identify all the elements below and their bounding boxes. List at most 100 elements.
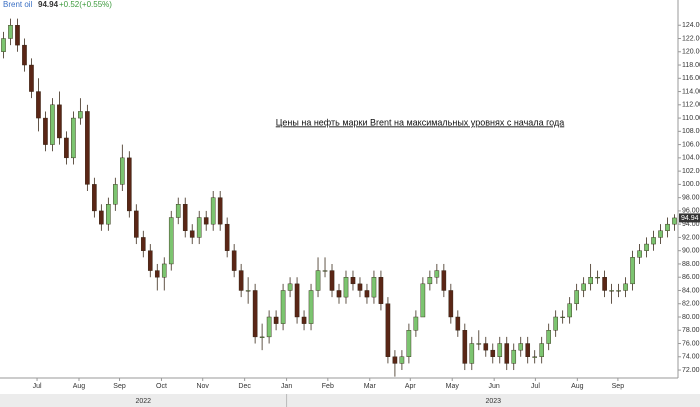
- change: +0.52(+0.55%): [59, 0, 112, 9]
- y-tick-label: 78.00: [682, 327, 700, 334]
- x-tick-label: Sep: [612, 383, 625, 390]
- candle-body: [602, 277, 607, 291]
- candle-body: [168, 217, 174, 265]
- candle-body: [406, 330, 412, 357]
- candle-body: [518, 343, 524, 351]
- x-tick-label: Jan: [281, 383, 292, 390]
- candle-body: [441, 270, 447, 291]
- candle-body: [196, 217, 202, 238]
- candle-body: [574, 290, 579, 304]
- x-tick-label: Feb: [322, 383, 334, 390]
- candle-body: [175, 204, 181, 218]
- price-tag-label: 94.94: [681, 215, 699, 222]
- candle-body: [252, 290, 258, 338]
- candle-body: [637, 250, 642, 258]
- candle-body: [448, 290, 454, 318]
- year-label: 2023: [485, 398, 501, 405]
- candle-body: [57, 104, 62, 139]
- candle-body: [231, 250, 237, 271]
- candle-body: [8, 25, 13, 39]
- candle-body: [189, 230, 195, 238]
- candle-body: [266, 316, 272, 338]
- y-tick-label: 106.00: [682, 141, 700, 148]
- candle-body: [329, 270, 335, 291]
- candle-body: [630, 257, 635, 285]
- candle-body: [588, 277, 593, 285]
- candle-body: [29, 64, 34, 92]
- candle-body: [92, 184, 97, 212]
- candle-body: [259, 336, 265, 338]
- y-tick-label: 110.00: [682, 115, 700, 122]
- candle-body: [36, 91, 41, 119]
- candle-body: [85, 111, 90, 185]
- candle-body: [595, 277, 600, 279]
- candle-body: [462, 330, 468, 364]
- candle-body: [525, 343, 531, 357]
- x-tick-label: Aug: [571, 383, 584, 390]
- y-tick-label: 76.00: [682, 340, 700, 347]
- candle-body: [490, 349, 496, 357]
- candle-body: [147, 250, 153, 271]
- price-tag: [679, 213, 700, 223]
- candle-body: [609, 290, 614, 292]
- candle-body: [672, 217, 677, 225]
- symbol: Brent oil: [3, 0, 33, 9]
- candle-body: [427, 277, 433, 285]
- candle-body: [413, 316, 419, 331]
- candle-body: [378, 277, 384, 304]
- candle-body: [273, 316, 279, 324]
- candle-body: [385, 303, 391, 357]
- candle-body: [434, 270, 440, 278]
- candle-body: [224, 223, 230, 251]
- x-tick-label: Dec: [238, 383, 251, 390]
- candle-body: [399, 356, 405, 364]
- candle-body: [217, 197, 223, 225]
- candle-body: [280, 290, 286, 324]
- x-tick-label: Jul: [531, 383, 540, 390]
- candle-body: [113, 184, 118, 205]
- x-tick-label: Oct: [156, 383, 167, 390]
- candle-body: [134, 210, 139, 238]
- candle-body: [120, 157, 125, 185]
- candle-body: [315, 270, 321, 291]
- y-tick-label: 102.00: [682, 168, 700, 175]
- y-tick-label: 108.00: [682, 128, 700, 135]
- candle-body: [245, 290, 251, 292]
- price: 94.94: [38, 0, 59, 9]
- year-label: 2022: [135, 398, 151, 405]
- y-tick-label: 118.00: [682, 62, 700, 69]
- candle-body: [50, 104, 55, 145]
- y-tick-label: 72.00: [682, 367, 700, 374]
- candle-body: [532, 356, 538, 358]
- annotation: Цены на нефть марки Brent на максимальны…: [276, 117, 564, 127]
- candle-body: [238, 270, 244, 291]
- y-tick-label: 122.00: [682, 35, 700, 42]
- candle-body: [22, 44, 27, 66]
- candle-body: [64, 137, 69, 159]
- candle-body: [420, 283, 426, 318]
- candle-body: [504, 343, 510, 364]
- candle-body: [343, 277, 349, 298]
- y-tick-label: 74.00: [682, 354, 700, 361]
- y-tick-label: 88.00: [682, 261, 700, 268]
- candle-body: [623, 283, 628, 291]
- candle-body: [287, 283, 293, 291]
- candle-body: [511, 349, 517, 364]
- y-tick-label: 94.00: [682, 221, 700, 228]
- candle-body: [322, 270, 328, 272]
- candle-body: [182, 204, 188, 231]
- x-tick-label: Aug: [73, 383, 86, 390]
- candle-body: [308, 290, 314, 324]
- candle-body: [71, 117, 76, 159]
- y-tick-label: 98.00: [682, 194, 700, 201]
- candle-body: [154, 270, 160, 278]
- y-tick-label: 112.00: [682, 102, 700, 109]
- x-tick-label: Mar: [364, 383, 377, 390]
- candle-body: [140, 237, 146, 251]
- candle-body: [455, 316, 461, 331]
- candle-body: [203, 217, 209, 225]
- x-tick-label: Nov: [196, 383, 209, 390]
- candle-body: [336, 290, 342, 298]
- candle-body: [483, 343, 489, 351]
